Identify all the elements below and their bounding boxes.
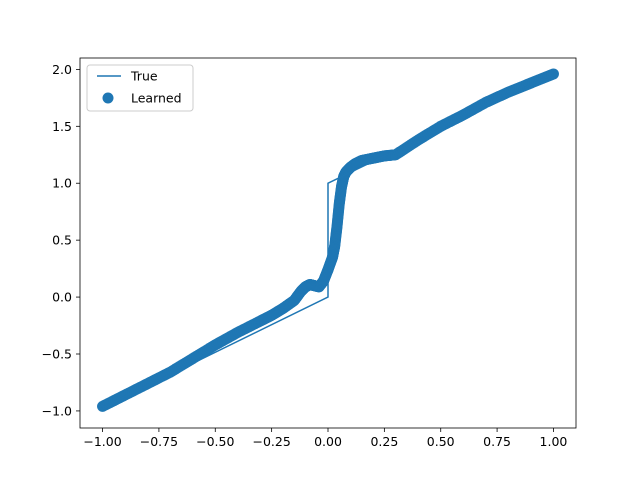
x-tick-label: −0.50: [196, 434, 234, 449]
y-tick-label: 1.5: [52, 119, 72, 134]
x-tick-label: 0.25: [370, 434, 398, 449]
plot-area: [97, 68, 559, 412]
legend-true-label: True: [130, 69, 158, 84]
x-tick-label: −0.75: [140, 434, 178, 449]
legend-learned-swatch: [102, 92, 114, 104]
y-tick-label: −0.5: [42, 347, 72, 362]
learned-series: [97, 68, 559, 412]
y-tick-label: 1.0: [52, 176, 72, 191]
y-axis: −1.0 −0.5 0.0 0.5 1.0 1.5 2.0: [42, 62, 80, 418]
y-tick-label: 0.5: [52, 233, 72, 248]
legend: True Learned: [86, 64, 194, 112]
y-tick-label: 0.0: [52, 290, 72, 305]
x-tick-label: 0.00: [314, 434, 342, 449]
x-tick-label: −0.25: [252, 434, 290, 449]
x-tick-label: −1.00: [83, 434, 121, 449]
true-series-line: [102, 73, 554, 409]
x-tick-label: 0.75: [483, 434, 511, 449]
legend-learned-label: Learned: [131, 91, 182, 106]
x-axis: −1.00 −0.75 −0.50 −0.25 0.00 0.25 0.50 0.75 1.00: [83, 428, 567, 449]
x-tick-label: 0.50: [427, 434, 455, 449]
x-tick-label: 1.00: [540, 434, 568, 449]
y-tick-label: 2.0: [52, 62, 72, 77]
y-tick-label: −1.0: [42, 403, 72, 418]
